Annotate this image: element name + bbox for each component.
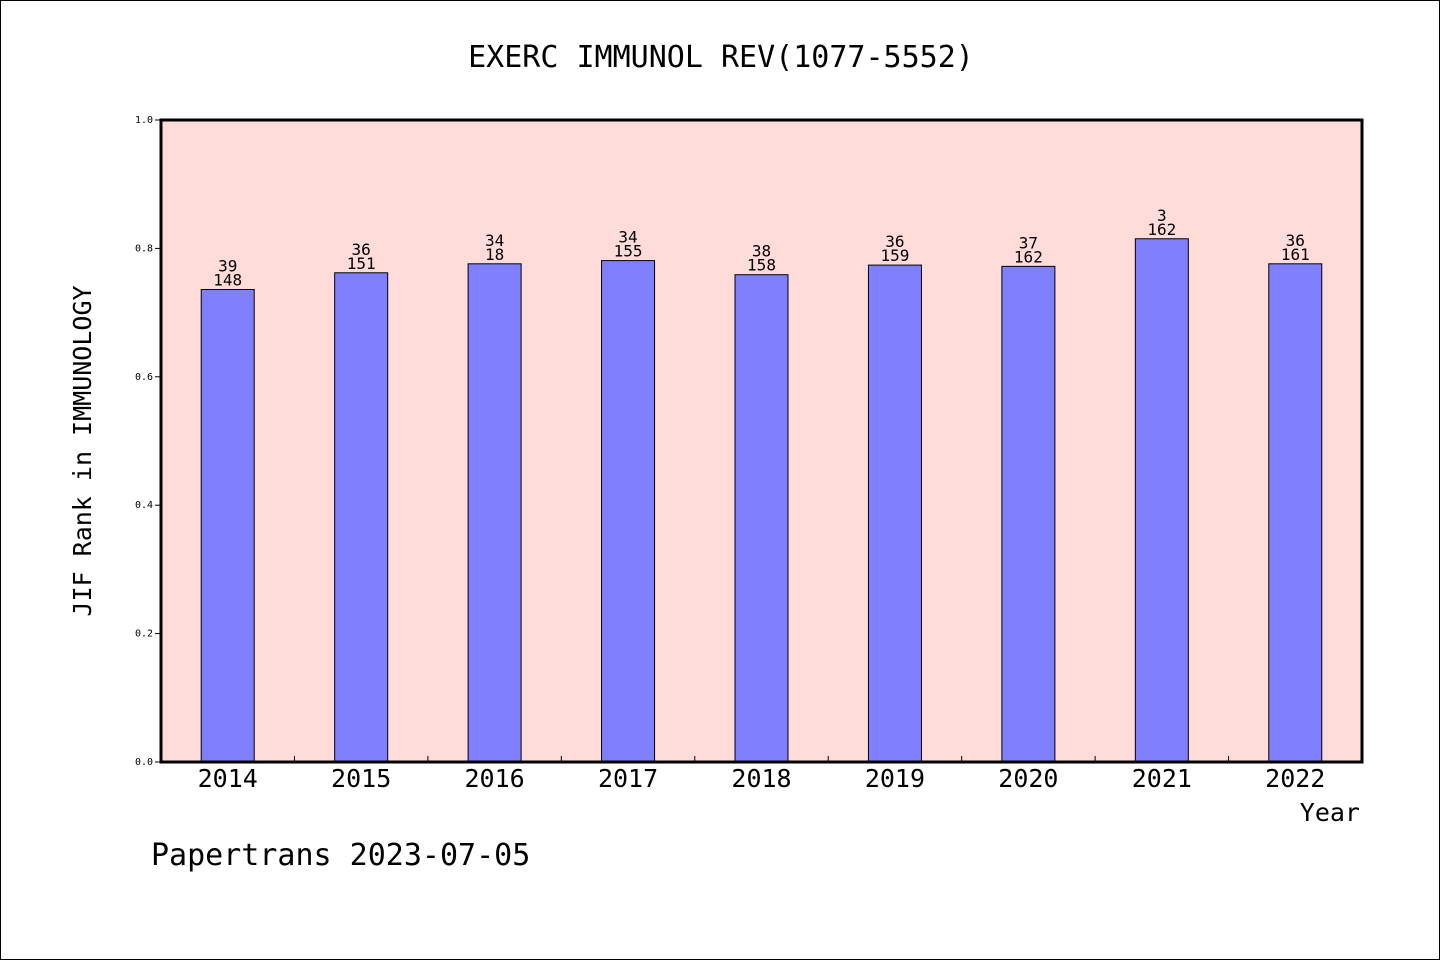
x-tick-label: 2017 — [598, 764, 658, 793]
bar — [467, 263, 522, 763]
x-tick-label: 2016 — [465, 764, 525, 793]
x-tick-label: 2014 — [198, 764, 258, 793]
bar-rank-label: 36 — [885, 232, 904, 251]
bar — [1001, 265, 1056, 763]
x-axis-title: Year — [1300, 798, 1360, 827]
bar-rank-label: 36 — [1286, 231, 1305, 250]
y-axis: 0.0 0.2 0.4 0.6 0.8 1.0 — [135, 115, 161, 768]
bar — [200, 288, 255, 763]
bar-total-label: 148 — [213, 270, 242, 289]
bar-total-label: 158 — [747, 256, 776, 275]
x-tick-label: 2019 — [865, 764, 925, 793]
y-tick-label: 0.2 — [135, 629, 153, 640]
x-tick-label: 2018 — [731, 764, 791, 793]
bar-rank-label: 3 — [1157, 206, 1167, 225]
x-tick-label: 2021 — [1132, 764, 1192, 793]
bar — [1268, 263, 1323, 763]
y-tick-label: 0.6 — [135, 372, 153, 383]
bar-total-label: 159 — [880, 246, 909, 265]
bar-total-label: 161 — [1281, 245, 1310, 264]
bar — [1134, 238, 1189, 763]
bar-total-label: 162 — [1014, 247, 1043, 266]
y-tick-label: 0.0 — [135, 757, 153, 768]
y-tick-label: 0.4 — [135, 500, 153, 511]
bar-rank-label: 34 — [485, 231, 504, 250]
x-tick-label: 2015 — [331, 764, 391, 793]
bar-total-label: 151 — [347, 254, 376, 273]
bar-rank-label: 36 — [352, 240, 371, 259]
footer-credit: Papertrans 2023-07-05 — [151, 838, 530, 873]
bar-rank-label: 34 — [618, 228, 637, 247]
bar-total-label: 162 — [1147, 220, 1176, 239]
chart-title: EXERC IMMUNOL REV(1077-5552) — [468, 40, 974, 75]
y-axis-title: JIF Rank in IMMUNOLOGY — [68, 285, 97, 616]
bar-rank-label: 39 — [218, 256, 237, 275]
bar-rank-label: 38 — [752, 242, 771, 261]
bar-total-label: 155 — [614, 242, 643, 261]
bar-rank-label: 37 — [1019, 233, 1038, 252]
y-tick-label: 1.0 — [135, 115, 153, 126]
bar — [867, 264, 922, 763]
bar-total-label: 18 — [485, 245, 504, 264]
x-axis: 2014 2015 2016 2017 2018 2019 2020 2021 2022 — [198, 756, 1325, 793]
x-tick-label: 2020 — [998, 764, 1058, 793]
plot-border — [159, 118, 1364, 764]
x-tick-label: 2022 — [1265, 764, 1325, 793]
bar — [334, 272, 389, 763]
y-tick-label: 0.8 — [135, 243, 153, 254]
bar — [601, 260, 656, 763]
bar — [734, 274, 789, 763]
